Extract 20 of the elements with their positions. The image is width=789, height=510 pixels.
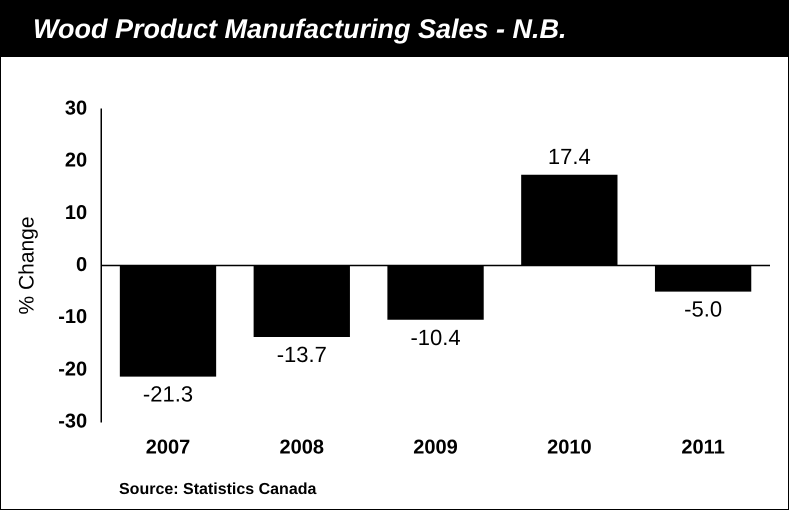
x-tick-label: 2011 <box>681 436 725 459</box>
y-tick-label: 20 <box>64 150 88 172</box>
y-tick-label: -30 <box>58 410 88 433</box>
y-tick-label: -10 <box>58 306 88 328</box>
y-tick-label: 0 <box>76 254 88 276</box>
data-label: 17.4 <box>548 144 591 169</box>
y-axis-title: % Change <box>15 216 38 315</box>
x-tick-label: 2007 <box>146 436 190 459</box>
data-label: -10.4 <box>410 324 461 350</box>
source-note: Source: Statistics Canada <box>119 481 316 499</box>
data-label: -5.0 <box>684 296 722 322</box>
y-tick-label: 10 <box>64 202 88 224</box>
x-tick-label: 2010 <box>547 436 592 459</box>
x-tick-label: 2009 <box>413 436 458 459</box>
chart-title: Wood Product Manufacturing Sales - N.B. <box>1 1 788 57</box>
y-tick-label: 30 <box>64 98 88 120</box>
y-tick-label: -20 <box>58 358 88 380</box>
data-label: -21.3 <box>142 382 194 407</box>
x-tick-label: 2008 <box>280 436 324 459</box>
data-label: -13.7 <box>276 342 327 368</box>
